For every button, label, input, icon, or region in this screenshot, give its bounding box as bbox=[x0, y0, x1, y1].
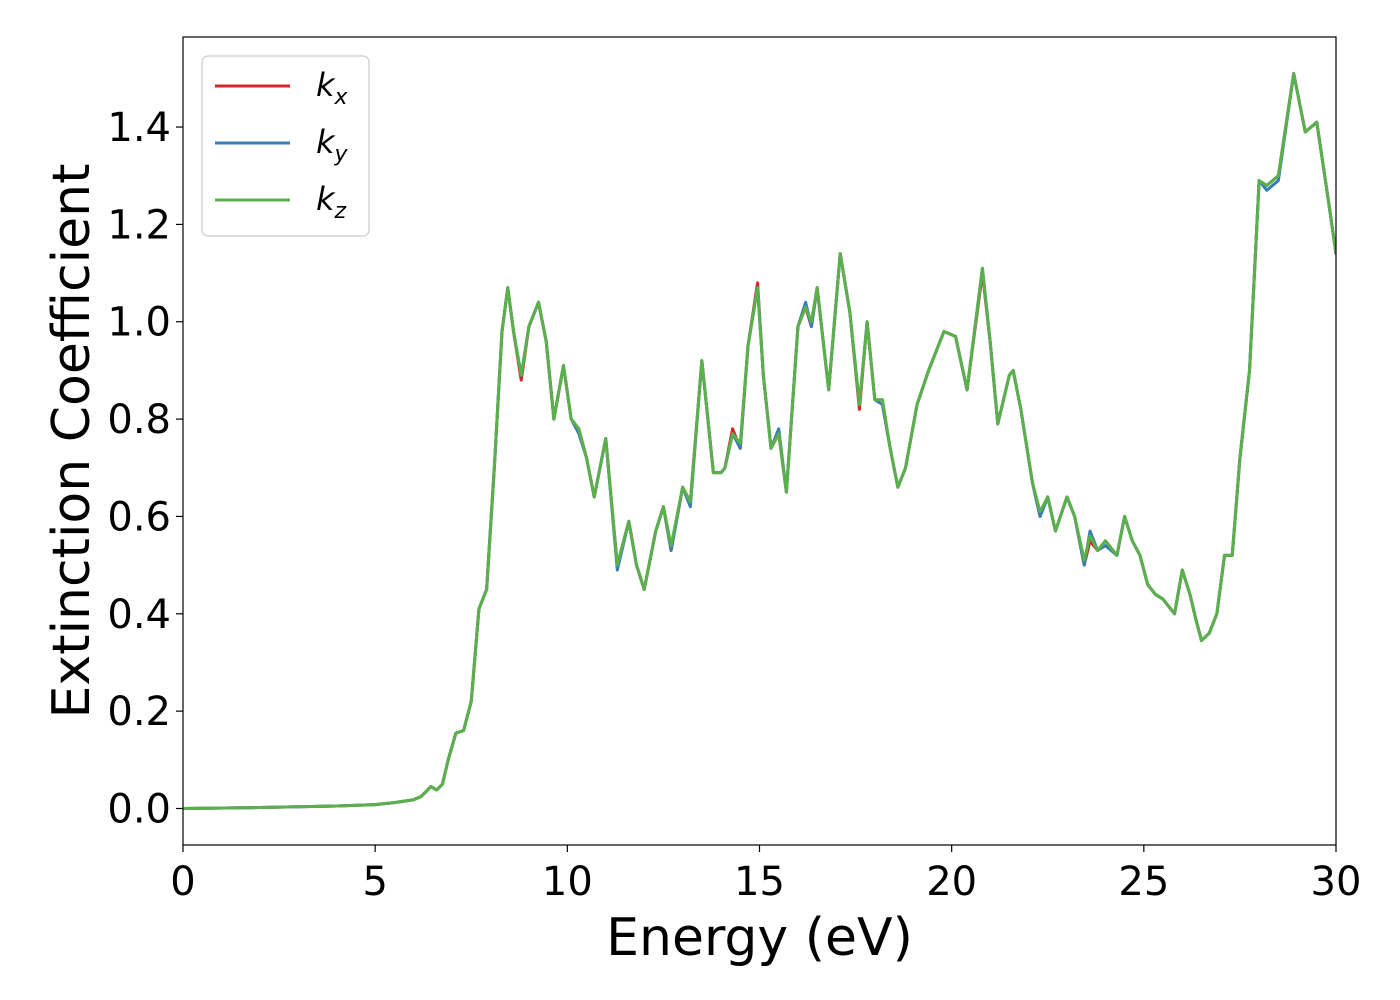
y-tick-label: 0.6 bbox=[107, 494, 171, 540]
x-tick-label: 10 bbox=[542, 859, 593, 905]
y-tick-label: 0.8 bbox=[107, 397, 171, 443]
x-tick-label: 15 bbox=[734, 859, 785, 905]
x-tick-label: 5 bbox=[362, 859, 387, 905]
series-layer bbox=[183, 72, 1336, 810]
x-tick-label: 20 bbox=[926, 859, 977, 905]
y-tick-label: 0.0 bbox=[107, 786, 171, 832]
y-axis-ticks: 0.0 0.2 0.4 0.6 0.8 1.0 1.2 1.4 bbox=[107, 105, 183, 832]
x-tick-label: 0 bbox=[170, 859, 195, 905]
y-axis-label: Extinction Coefficient bbox=[42, 164, 102, 719]
legend-label-subscript: y bbox=[334, 142, 349, 167]
legend-label-base: k bbox=[316, 123, 336, 161]
legend-label-base: k bbox=[316, 66, 336, 104]
y-tick-label: 1.2 bbox=[107, 202, 171, 248]
x-axis-label: Energy (eV) bbox=[606, 908, 913, 968]
legend-label-ky: ky bbox=[316, 123, 349, 167]
x-tick-label: 30 bbox=[1311, 859, 1362, 905]
legend-label-base: k bbox=[316, 180, 336, 218]
y-tick-label: 1.0 bbox=[107, 300, 171, 346]
legend-box bbox=[201, 55, 370, 237]
legend-label-subscript: z bbox=[334, 199, 347, 224]
y-tick-label: 1.4 bbox=[107, 105, 171, 151]
x-tick-label: 25 bbox=[1118, 859, 1169, 905]
legend-label-kx: kx bbox=[316, 66, 349, 110]
y-tick-label: 0.2 bbox=[107, 689, 171, 735]
legend-label-subscript: x bbox=[334, 85, 349, 110]
series-line-kz bbox=[183, 72, 1336, 810]
legend-label-kz: kz bbox=[316, 180, 347, 224]
x-axis-ticks: 0 5 10 15 20 25 30 bbox=[170, 845, 1361, 905]
y-tick-label: 0.4 bbox=[107, 592, 171, 638]
